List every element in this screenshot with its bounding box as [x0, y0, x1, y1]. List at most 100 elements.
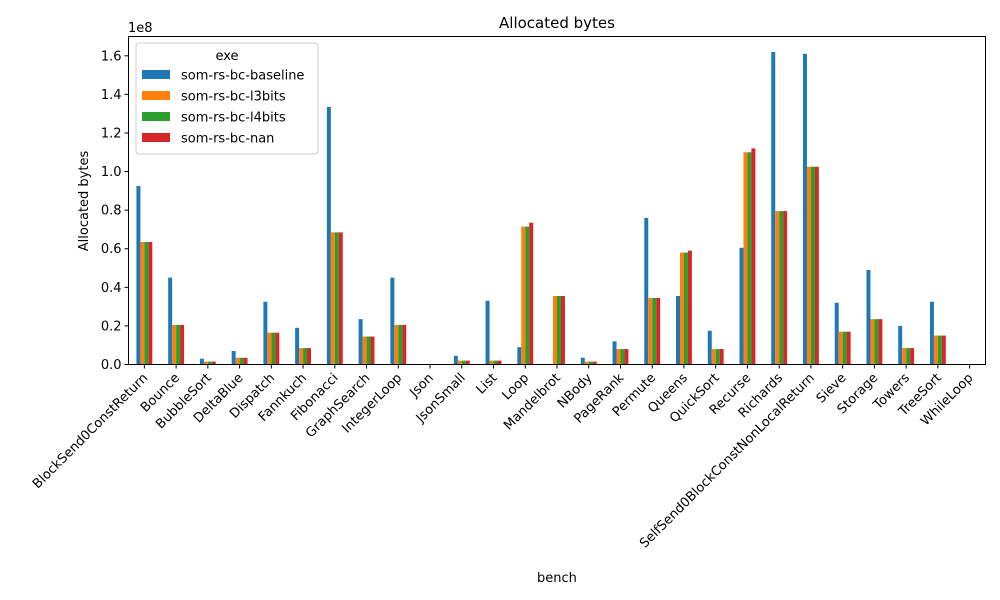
bar-som-rs-bc-l4bits-Bounce — [176, 324, 181, 365]
bar-som-rs-bc-l4bits-Sieve — [842, 331, 847, 365]
bar-som-rs-bc-l3bits-Mandelbrot — [553, 296, 557, 365]
bar-som-rs-bc-l4bits-TreeSort — [937, 335, 942, 365]
bar-som-rs-bc-l3bits-Richards — [775, 211, 780, 365]
bar-som-rs-bc-nan-PageRank — [624, 349, 629, 365]
bar-som-rs-bc-baseline-PageRank — [612, 341, 617, 365]
plot-frame — [128, 36, 986, 365]
bar-som-rs-bc-nan-Recurse — [751, 148, 756, 365]
legend-label-som-rs-bc-nan: som-rs-bc-nan — [181, 132, 274, 147]
bar-som-rs-bc-nan-Richards — [783, 211, 788, 365]
bar-som-rs-bc-baseline-Recurse — [739, 247, 744, 365]
bars-layer — [136, 51, 946, 365]
bar-som-rs-bc-l3bits-Fannkuch — [299, 348, 304, 365]
bar-som-rs-bc-l3bits-JsonSmall — [457, 360, 462, 365]
bar-som-rs-bc-l3bits-QuickSort — [711, 349, 716, 365]
bar-som-rs-bc-l4bits-Permute — [652, 297, 657, 365]
bar-som-rs-bc-l4bits-Queens — [683, 252, 688, 365]
y-tick-label: 1.2 — [101, 126, 122, 141]
bar-som-rs-bc-nan-IntegerLoop — [402, 324, 407, 365]
bar-som-rs-bc-baseline-Sieve — [834, 302, 839, 365]
y-tick-label: 0.8 — [101, 204, 122, 219]
bar-som-rs-bc-baseline-List — [485, 300, 490, 365]
bar-som-rs-bc-l4bits-SelfSend0BlockConstNonLocalReturn — [810, 166, 815, 365]
bar-som-rs-bc-nan-Loop — [529, 222, 534, 365]
chart-title: Allocated bytes — [499, 14, 615, 32]
legend-label-som-rs-bc-baseline: som-rs-bc-baseline — [181, 69, 304, 84]
bar-som-rs-bc-l3bits-Bounce — [172, 324, 177, 365]
bar-som-rs-bc-baseline-Loop — [517, 347, 522, 365]
y-tick-label: 1.4 — [101, 88, 122, 103]
bar-som-rs-bc-nan-Storage — [878, 319, 883, 365]
bar-som-rs-bc-l3bits-PageRank — [616, 349, 621, 365]
bar-som-rs-bc-l4bits-NBody — [588, 361, 593, 365]
bar-som-rs-bc-l4bits-IntegerLoop — [398, 324, 403, 365]
bar-som-rs-bc-l3bits-NBody — [584, 361, 589, 365]
legend: exe som-rs-bc-baseline som-rs-bc-l3bits som… — [135, 42, 319, 155]
bar-som-rs-bc-nan-Fibonacci — [338, 232, 343, 365]
bar-som-rs-bc-l3bits-BubbleSort — [203, 361, 208, 365]
bar-som-rs-bc-l4bits-Fibonacci — [334, 232, 339, 365]
bar-som-rs-bc-baseline-Permute — [644, 217, 649, 365]
x-tick-label: BlockSend0ConstReturn — [30, 371, 151, 492]
legend-swatch-som-rs-bc-l4bits — [142, 112, 170, 121]
bar-som-rs-bc-nan-QuickSort — [719, 349, 724, 365]
bar-som-rs-bc-l4bits-Storage — [874, 319, 879, 365]
y-tick-label: 0.2 — [101, 319, 122, 334]
bar-som-rs-bc-l4bits-Towers — [906, 348, 911, 365]
y-axis: 0.0 0.2 0.4 0.6 0.8 1.0 1.2 1.4 1.6 — [101, 49, 129, 373]
bar-som-rs-bc-l3bits-TreeSort — [933, 335, 938, 365]
bar-som-rs-bc-l3bits-Permute — [648, 297, 653, 365]
bar-som-rs-bc-l3bits-IntegerLoop — [394, 324, 399, 365]
bar-som-rs-bc-l4bits-GraphSearch — [366, 336, 371, 365]
legend-swatch-som-rs-bc-nan — [142, 133, 170, 142]
bar-som-rs-bc-nan-Queens — [687, 250, 692, 365]
bar-som-rs-bc-nan-Mandelbrot — [560, 296, 565, 365]
bar-som-rs-bc-l3bits-Sieve — [838, 331, 843, 365]
bar-som-rs-bc-l3bits-GraphSearch — [362, 336, 367, 365]
bar-som-rs-bc-l4bits-List — [493, 360, 498, 365]
bar-som-rs-bc-nan-Permute — [656, 297, 661, 365]
bar-som-rs-bc-baseline-Queens — [676, 296, 680, 365]
bar-som-rs-bc-baseline-Richards — [771, 51, 776, 365]
bar-som-rs-bc-l3bits-List — [489, 360, 494, 365]
y-tick-label: 1.0 — [101, 165, 122, 180]
legend-swatch-som-rs-bc-l3bits — [142, 91, 170, 100]
bar-som-rs-bc-l4bits-JsonSmall — [461, 360, 466, 365]
bar-som-rs-bc-l4bits-Loop — [525, 226, 530, 365]
bar-som-rs-bc-l4bits-BubbleSort — [207, 361, 212, 365]
y-tick-label: 0.0 — [101, 358, 122, 373]
bar-som-rs-bc-l4bits-Recurse — [747, 152, 752, 365]
bar-som-rs-bc-baseline-TreeSort — [929, 301, 934, 365]
bar-som-rs-bc-l3bits-Dispatch — [267, 332, 272, 365]
bar-som-rs-bc-baseline-Fibonacci — [326, 106, 331, 365]
bar-som-rs-bc-l3bits-DeltaBlue — [235, 357, 240, 365]
bar-som-rs-bc-nan-TreeSort — [941, 335, 946, 365]
bar-som-rs-bc-nan-Dispatch — [275, 332, 280, 365]
bar-som-rs-bc-baseline-DeltaBlue — [231, 350, 236, 365]
y-axis-title: Allocated bytes — [77, 151, 92, 252]
bar-som-rs-bc-nan-BlockSend0ConstReturn — [148, 241, 153, 365]
bar-som-rs-bc-baseline-BlockSend0ConstReturn — [136, 186, 141, 365]
legend-title: exe — [215, 49, 238, 64]
x-axis-title: bench — [537, 571, 577, 586]
y-tick-label: 0.4 — [101, 281, 122, 296]
bar-som-rs-bc-nan-BubbleSort — [211, 361, 216, 365]
bar-som-rs-bc-l4bits-BlockSend0ConstReturn — [144, 241, 149, 365]
bar-som-rs-bc-nan-DeltaBlue — [243, 357, 248, 365]
bar-som-rs-bc-l4bits-Fannkuch — [303, 348, 308, 365]
bar-som-rs-bc-baseline-Storage — [866, 269, 871, 365]
bar-som-rs-bc-baseline-Bounce — [168, 277, 173, 365]
bar-som-rs-bc-l4bits-Mandelbrot — [557, 296, 561, 365]
bar-som-rs-bc-l3bits-Queens — [680, 252, 684, 365]
bar-som-rs-bc-l3bits-Loop — [521, 226, 526, 365]
bar-som-rs-bc-l3bits-Fibonacci — [330, 232, 335, 365]
bar-som-rs-bc-baseline-Fannkuch — [295, 327, 300, 365]
bar-som-rs-bc-l4bits-PageRank — [620, 349, 625, 365]
bar-som-rs-bc-nan-SelfSend0BlockConstNonLocalReturn — [814, 166, 819, 365]
bar-som-rs-bc-l4bits-Dispatch — [271, 332, 276, 365]
bar-som-rs-bc-nan-Sieve — [846, 331, 851, 365]
bar-som-rs-bc-nan-Bounce — [180, 324, 185, 365]
bar-som-rs-bc-nan-JsonSmall — [465, 360, 470, 365]
bar-som-rs-bc-l4bits-DeltaBlue — [239, 357, 244, 365]
